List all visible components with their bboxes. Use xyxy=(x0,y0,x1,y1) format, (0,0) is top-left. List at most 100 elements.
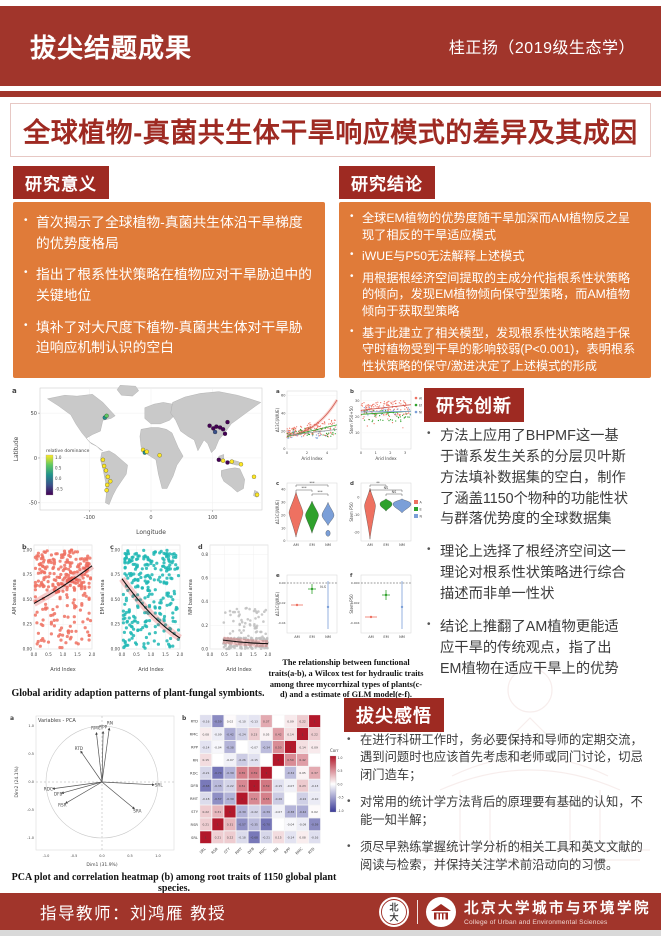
svg-text:60: 60 xyxy=(281,394,285,398)
svg-text:0.0: 0.0 xyxy=(31,652,38,657)
svg-text:0.02: 0.02 xyxy=(227,719,234,723)
svg-text:Corr: Corr xyxy=(330,748,339,753)
svg-text:c: c xyxy=(110,543,114,551)
svg-text:AM: AM xyxy=(419,397,422,401)
svg-text:-0.68: -0.68 xyxy=(250,836,258,840)
svg-text:SRL: SRL xyxy=(199,846,207,854)
svg-text:RN: RN xyxy=(107,721,113,726)
svg-text:EM: EM xyxy=(383,635,388,639)
svg-text:-0.22: -0.22 xyxy=(250,810,258,814)
svg-text:relative dominance: relative dominance xyxy=(46,448,90,454)
bullet-item: 首次揭示了全球植物-真菌共生体沿干旱梯度的优势度格局 xyxy=(21,213,315,254)
svg-text:1: 1 xyxy=(229,810,231,814)
svg-text:0.22: 0.22 xyxy=(311,732,318,736)
svg-text:***: *** xyxy=(317,490,322,494)
svg-text:0.21: 0.21 xyxy=(203,823,210,827)
svg-text:0.00: 0.00 xyxy=(111,647,121,652)
svg-text:0.6: 0.6 xyxy=(201,576,208,581)
svg-text:40: 40 xyxy=(281,488,285,492)
innovation-bullets: 方法上应用了BHPMF这一基于谱系发生关系的分层贝叶斯方法填补数据集的空白，制作… xyxy=(424,426,631,691)
svg-text:0.59: 0.59 xyxy=(263,784,270,788)
svg-text:-0.04: -0.04 xyxy=(278,621,286,625)
svg-text:-100: -100 xyxy=(84,515,95,521)
svg-text:Δ13C(iWUE): Δ13C(iWUE) xyxy=(275,499,280,524)
svg-text:DFB: DFB xyxy=(247,847,255,855)
svg-text:0.8: 0.8 xyxy=(201,552,208,557)
svg-text:0.75: 0.75 xyxy=(111,572,121,577)
advisor-line: 指导教师：刘鸿雁 教授 xyxy=(40,904,227,923)
svg-text:-0.24: -0.24 xyxy=(238,732,246,736)
school-block: 北 大 北京大学城市与环境学院 College of Urban and Env… xyxy=(378,896,651,928)
svg-text:NM: NM xyxy=(399,635,405,639)
svg-text:0.5: 0.5 xyxy=(55,466,62,471)
svg-text:EM: EM xyxy=(419,404,422,408)
svg-text:-0.5: -0.5 xyxy=(71,854,78,858)
svg-text:-0.38: -0.38 xyxy=(287,810,295,814)
svg-text:Longitude: Longitude xyxy=(136,529,166,536)
svg-text:1: 1 xyxy=(277,758,279,762)
svg-text:0.08: 0.08 xyxy=(203,732,210,736)
svg-text:0.15: 0.15 xyxy=(203,758,210,762)
svg-text:0.25: 0.25 xyxy=(23,622,33,627)
svg-text:-0.10: -0.10 xyxy=(311,797,319,801)
bullet-item: 基于此建立了相关模型，发现根系性状策略趋于保守时植物受到干旱的影响较弱(P<0.… xyxy=(347,325,641,375)
svg-text:1.0: 1.0 xyxy=(155,854,161,858)
svg-text:4: 4 xyxy=(326,451,329,455)
svg-text:STY: STY xyxy=(191,810,199,814)
svg-text:0: 0 xyxy=(34,456,37,462)
svg-text:-0.26: -0.26 xyxy=(238,758,246,762)
svg-text:0.0: 0.0 xyxy=(28,780,34,784)
program-label: 拔尖结题成果 xyxy=(30,32,193,63)
svg-text:-0.14: -0.14 xyxy=(202,745,210,749)
svg-text:RSR: RSR xyxy=(58,802,67,807)
svg-text:1.0: 1.0 xyxy=(148,652,155,657)
svg-text:-0.02: -0.02 xyxy=(278,601,286,605)
traits-panels-figure: a Δ13C(iWUE) 0 20 40 60 0 2 4 Arid Index b Stem P50… xyxy=(270,384,425,656)
svg-text:-0.70: -0.70 xyxy=(263,823,271,827)
svg-text:NM: NM xyxy=(419,411,422,415)
section-heading-reflections: 拔尖感悟 xyxy=(344,698,444,732)
svg-text:0.5: 0.5 xyxy=(338,769,343,773)
svg-text:0.37: 0.37 xyxy=(263,719,270,723)
svg-text:EM basal area: EM basal area xyxy=(100,579,106,614)
svg-text:0: 0 xyxy=(283,447,285,451)
bullet-item: 全球EM植物的优势度随干旱加深而AM植物反之呈现了相反的干旱适应模式 xyxy=(347,210,641,243)
svg-text:0.0: 0.0 xyxy=(338,782,343,786)
svg-text:-0.34: -0.34 xyxy=(263,745,271,749)
svg-text:1: 1 xyxy=(205,836,207,840)
basal-area-scatter-figure: 0.00 0.25 0.50 0.75 1.00 0.0 0.5 1.0 1.5 2.0 Arid … xyxy=(8,539,272,685)
svg-text:SRA: SRA xyxy=(133,809,141,814)
svg-text:-0.16: -0.16 xyxy=(202,719,210,723)
svg-text:0.51: 0.51 xyxy=(251,797,258,801)
svg-text:RTD: RTD xyxy=(191,720,199,724)
svg-text:-0.16: -0.16 xyxy=(311,836,319,840)
svg-text:-0.59: -0.59 xyxy=(214,719,222,723)
svg-text:-0.42: -0.42 xyxy=(226,732,234,736)
svg-text:-0.10: -0.10 xyxy=(238,719,246,723)
svg-text:-0.18: -0.18 xyxy=(238,836,246,840)
svg-text:30: 30 xyxy=(281,501,285,505)
svg-text:0.5: 0.5 xyxy=(28,752,34,756)
svg-text:NS: NS xyxy=(384,486,389,490)
svg-text:AM: AM xyxy=(293,543,299,547)
svg-text:NM basal area: NM basal area xyxy=(188,579,194,615)
svg-text:0.14: 0.14 xyxy=(299,745,306,749)
svg-text:30: 30 xyxy=(355,399,359,403)
svg-text:1.5: 1.5 xyxy=(162,652,169,657)
svg-text:c: c xyxy=(276,481,279,487)
svg-text:-0.22: -0.22 xyxy=(226,784,234,788)
svg-text:Variables - PCA: Variables - PCA xyxy=(38,718,76,724)
svg-text:-50: -50 xyxy=(29,501,37,507)
svg-text:N.S: N.S xyxy=(320,585,326,589)
svg-text:1: 1 xyxy=(241,797,243,801)
svg-text:-0.21: -0.21 xyxy=(263,836,271,840)
svg-text:0: 0 xyxy=(286,451,288,455)
svg-text:Arid Index: Arid Index xyxy=(50,667,75,673)
svg-text:0.31: 0.31 xyxy=(215,810,222,814)
svg-text:-1.0: -1.0 xyxy=(338,809,344,813)
svg-text:-0.07: -0.07 xyxy=(226,758,234,762)
poster-title: 全球植物-真菌共生体干旱响应模式的差异及其成因 xyxy=(10,103,651,157)
svg-text:AM: AM xyxy=(420,501,423,505)
svg-text:1: 1 xyxy=(217,823,219,827)
svg-text:-0.39: -0.39 xyxy=(238,810,246,814)
